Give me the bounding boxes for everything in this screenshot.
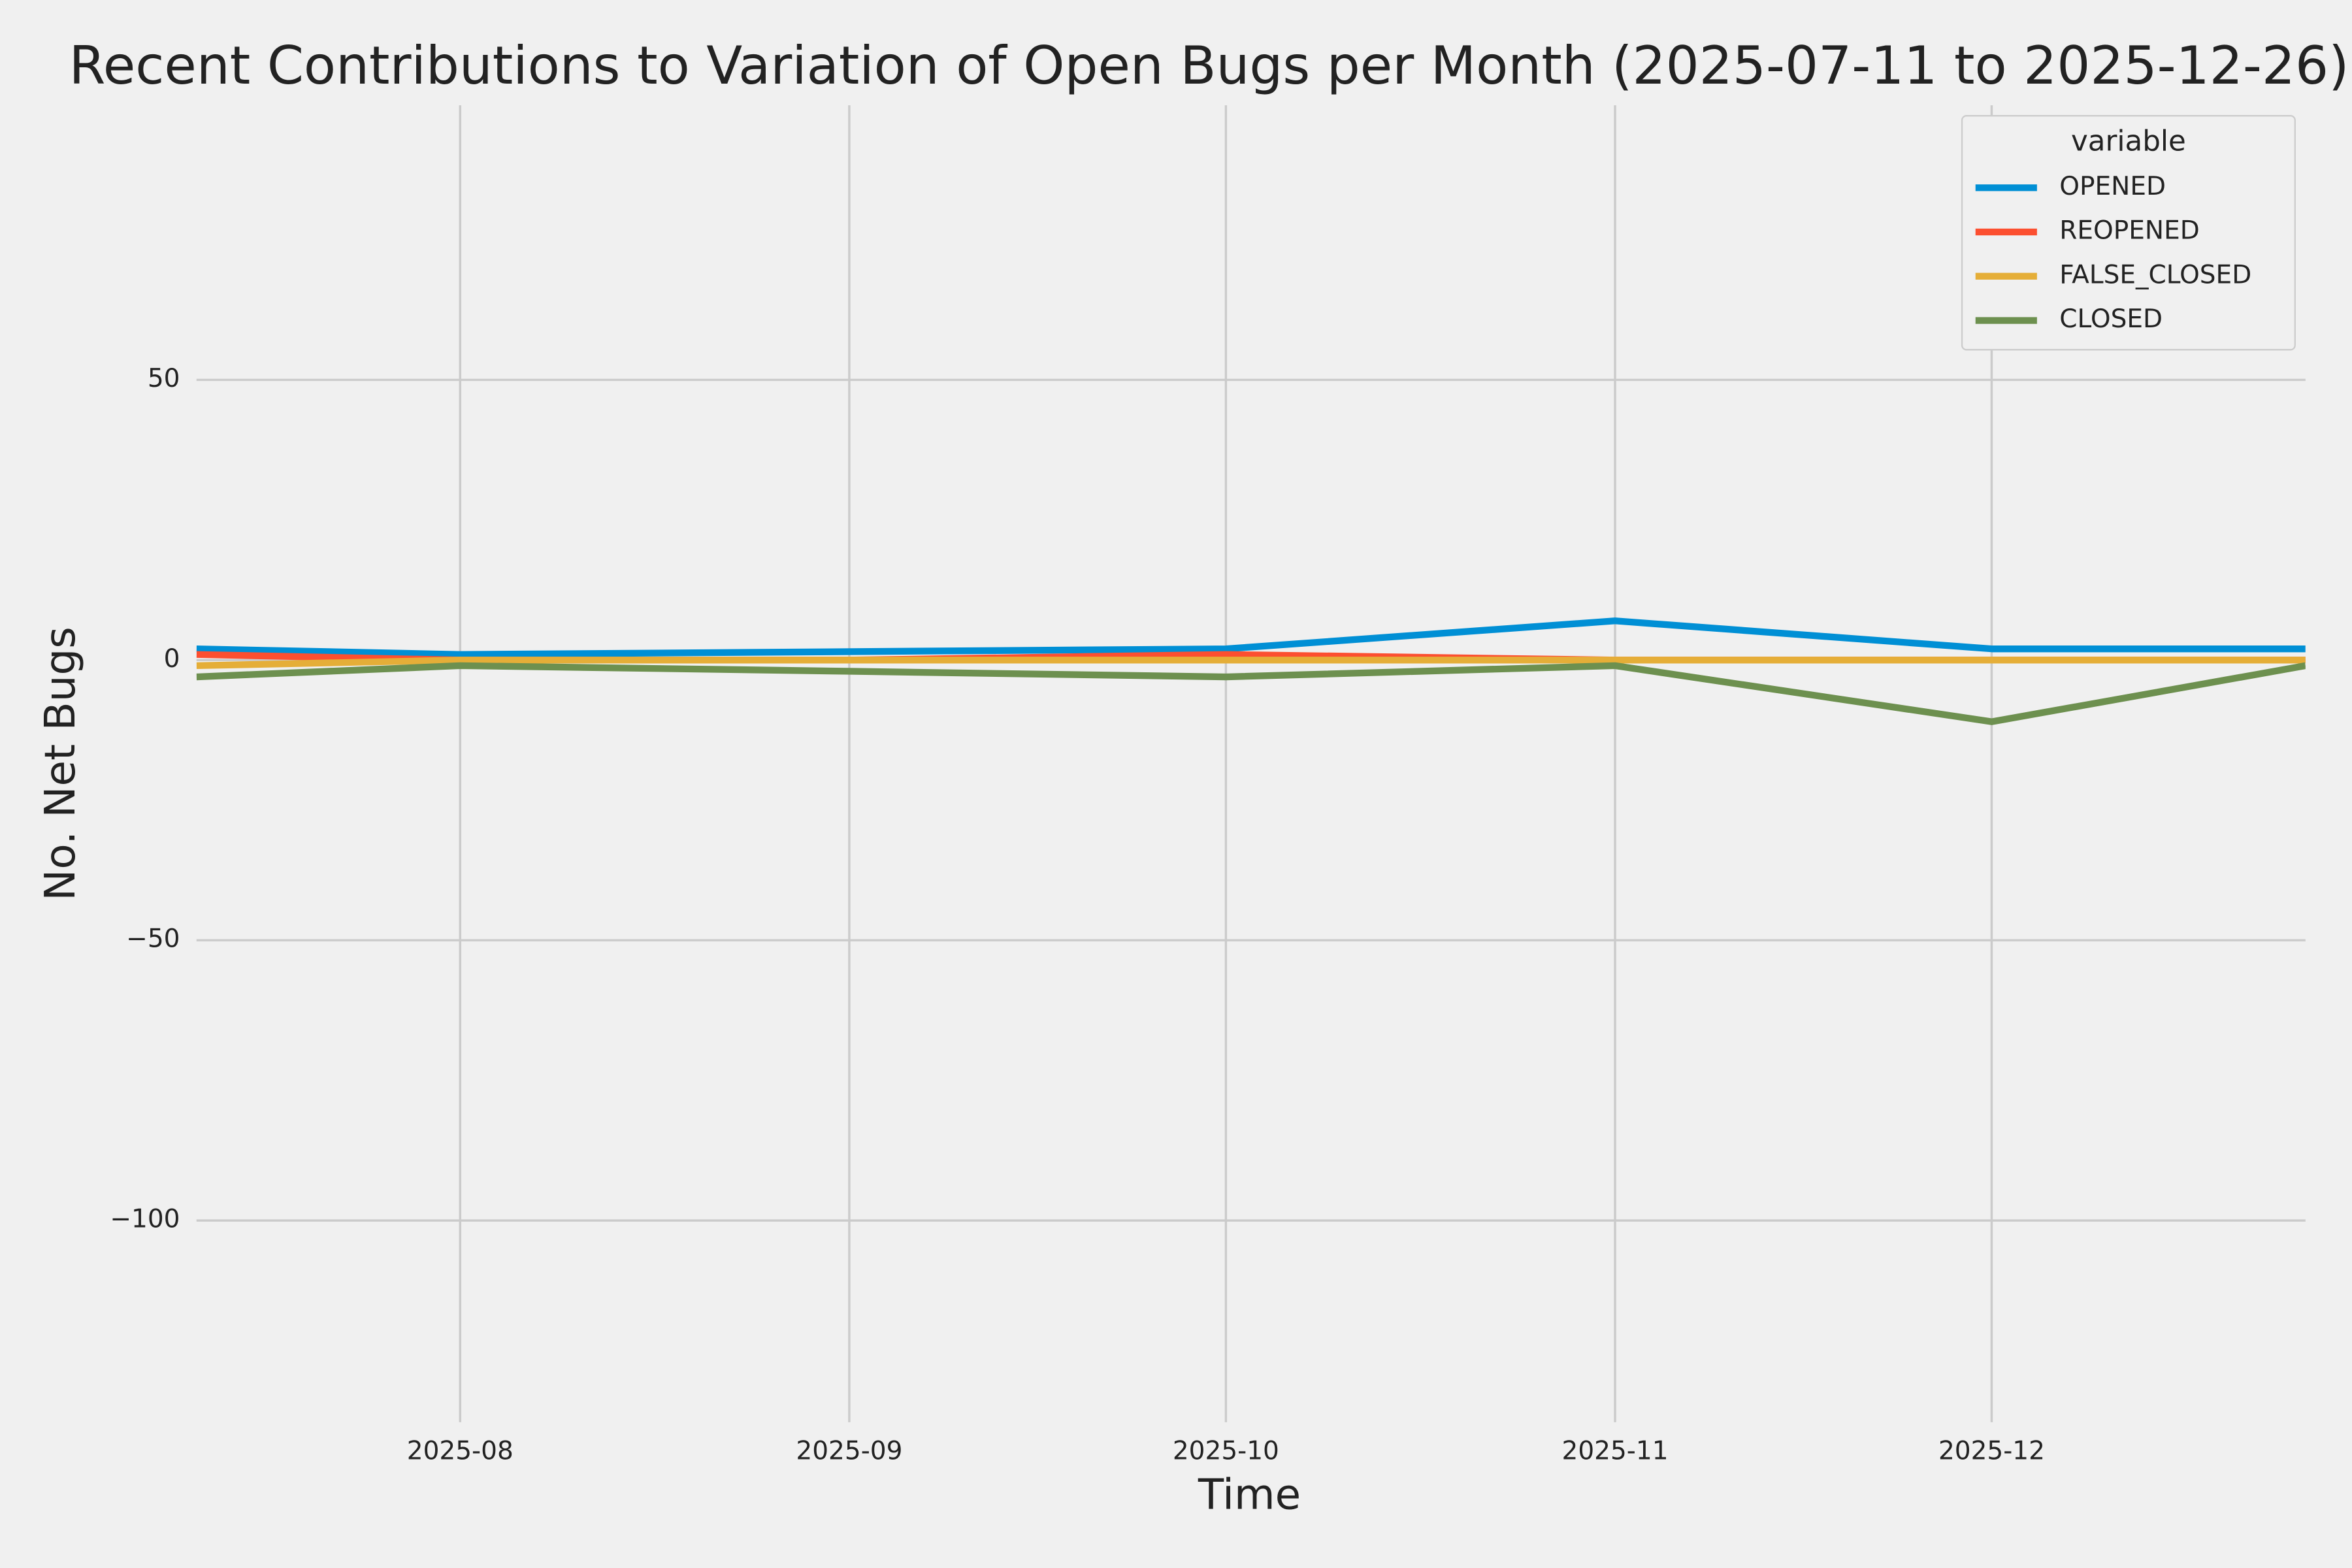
- legend-label: FALSE_CLOSED: [2059, 260, 2251, 289]
- x-tick-label: 2025-10: [1173, 1436, 1279, 1465]
- x-tick-label: 2025-12: [1938, 1436, 2045, 1465]
- x-tick-label: 2025-08: [407, 1436, 514, 1465]
- series-line: [196, 662, 2306, 725]
- y-tick-label: −100: [110, 1205, 180, 1234]
- y-tick-label: 0: [164, 644, 180, 674]
- y-axis-label: No. Net Bugs: [36, 627, 85, 900]
- x-tick-label: 2025-09: [796, 1436, 902, 1465]
- x-axis-label: Time: [1198, 1470, 1301, 1519]
- legend-label: OPENED: [2059, 172, 2166, 201]
- legend-box: [1961, 115, 2296, 351]
- series-line: [196, 657, 2306, 670]
- y-tick-label: 50: [148, 364, 180, 393]
- x-tick-label: 2025-11: [1562, 1436, 1669, 1465]
- chart-title: Recent Contributions to Variation of Ope…: [69, 35, 2349, 96]
- legend-label: REOPENED: [2059, 216, 2200, 246]
- y-tick-label: −50: [126, 924, 180, 954]
- series-line: [196, 617, 2306, 658]
- legend-label: CLOSED: [2059, 304, 2163, 334]
- legend-title: variable: [2071, 125, 2186, 157]
